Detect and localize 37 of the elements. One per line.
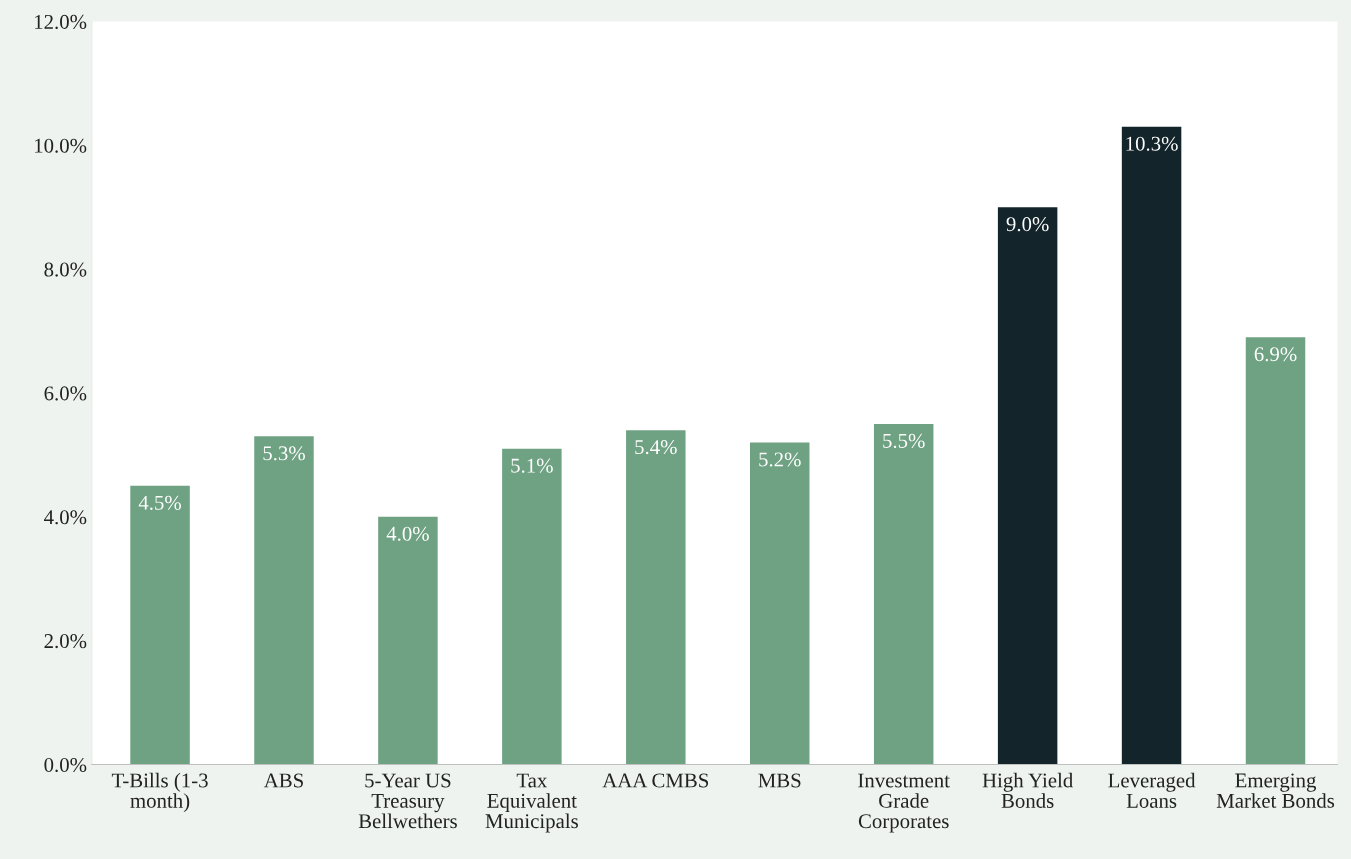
y-tick-label: 8.0% bbox=[44, 262, 87, 277]
data-label: 5.1% bbox=[511, 458, 553, 473]
data-label: 4.0% bbox=[386, 526, 429, 541]
x-tick-label: AAA CMBS bbox=[602, 773, 709, 788]
bar bbox=[1245, 337, 1306, 765]
x-tick-label: 5-Year US Treasury Bellwethers bbox=[358, 773, 457, 829]
data-label: 5.2% bbox=[759, 452, 801, 467]
x-tick-label: T-Bills (1-3 month) bbox=[111, 772, 208, 813]
bar bbox=[626, 430, 686, 765]
x-tick-label: High Yield Bonds bbox=[982, 772, 1073, 808]
bar bbox=[873, 423, 934, 765]
bar bbox=[502, 448, 562, 765]
data-label: 5.3% bbox=[263, 446, 305, 461]
data-label: 4.5% bbox=[138, 495, 182, 510]
y-tick-label: 4.0% bbox=[44, 510, 87, 525]
x-tick-label: ABS bbox=[263, 773, 303, 788]
bar bbox=[1121, 126, 1182, 765]
y-tick-label: 2.0% bbox=[44, 634, 87, 649]
y-tick-label: 12.0% bbox=[35, 14, 87, 29]
x-tick-label: Investment Grade Corporates bbox=[858, 773, 950, 833]
bar bbox=[750, 442, 810, 765]
x-tick-label: Leveraged Loans bbox=[1108, 772, 1196, 808]
data-label: 6.9% bbox=[1254, 347, 1297, 362]
x-tick-label: MBS bbox=[758, 773, 801, 788]
bar bbox=[254, 436, 314, 765]
y-tick-label: 6.0% bbox=[44, 386, 87, 401]
bar bbox=[378, 516, 438, 765]
data-label: 10.3% bbox=[1126, 136, 1178, 151]
bar bbox=[997, 207, 1058, 765]
data-label: 5.4% bbox=[635, 440, 677, 455]
data-label: 9.0% bbox=[1006, 217, 1049, 232]
bar bbox=[130, 485, 190, 765]
x-tick-label: Emerging Market Bonds bbox=[1216, 773, 1335, 808]
data-label: 5.5% bbox=[883, 433, 925, 448]
y-tick-label: 10.0% bbox=[35, 138, 87, 153]
y-tick-label: 0.0% bbox=[44, 757, 87, 773]
x-tick-label: Tax Equivalent Municipals bbox=[485, 773, 578, 833]
